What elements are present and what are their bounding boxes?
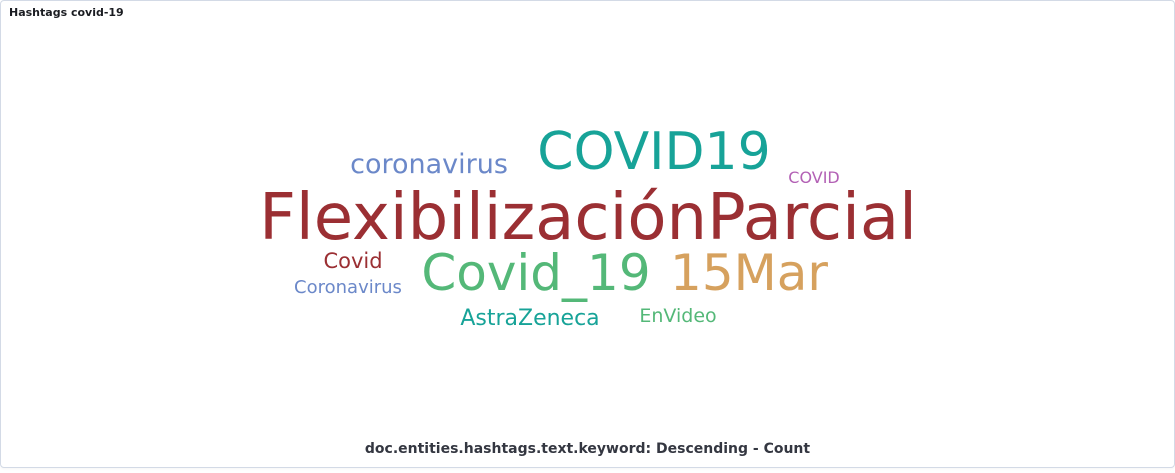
word-cloud-term[interactable]: COVID19 [537, 122, 770, 182]
word-cloud-term[interactable]: AstraZeneca [460, 306, 599, 331]
word-cloud-term[interactable]: Covid_19 [421, 244, 650, 302]
word-cloud-term[interactable]: 15Mar [670, 244, 828, 302]
word-cloud-term[interactable]: Covid [323, 249, 382, 273]
word-cloud-term[interactable]: coronavirus [350, 149, 508, 180]
word-cloud-term[interactable]: FlexibilizaciónParcial [259, 181, 917, 255]
word-cloud-term[interactable]: COVID [788, 168, 839, 187]
panel-title: Hashtags covid-19 [9, 6, 124, 19]
word-cloud-term[interactable]: Coronavirus [294, 277, 402, 298]
word-cloud-term[interactable]: EnVideo [639, 305, 716, 327]
chart-caption: doc.entities.hashtags.text.keyword: Desc… [364, 441, 811, 457]
